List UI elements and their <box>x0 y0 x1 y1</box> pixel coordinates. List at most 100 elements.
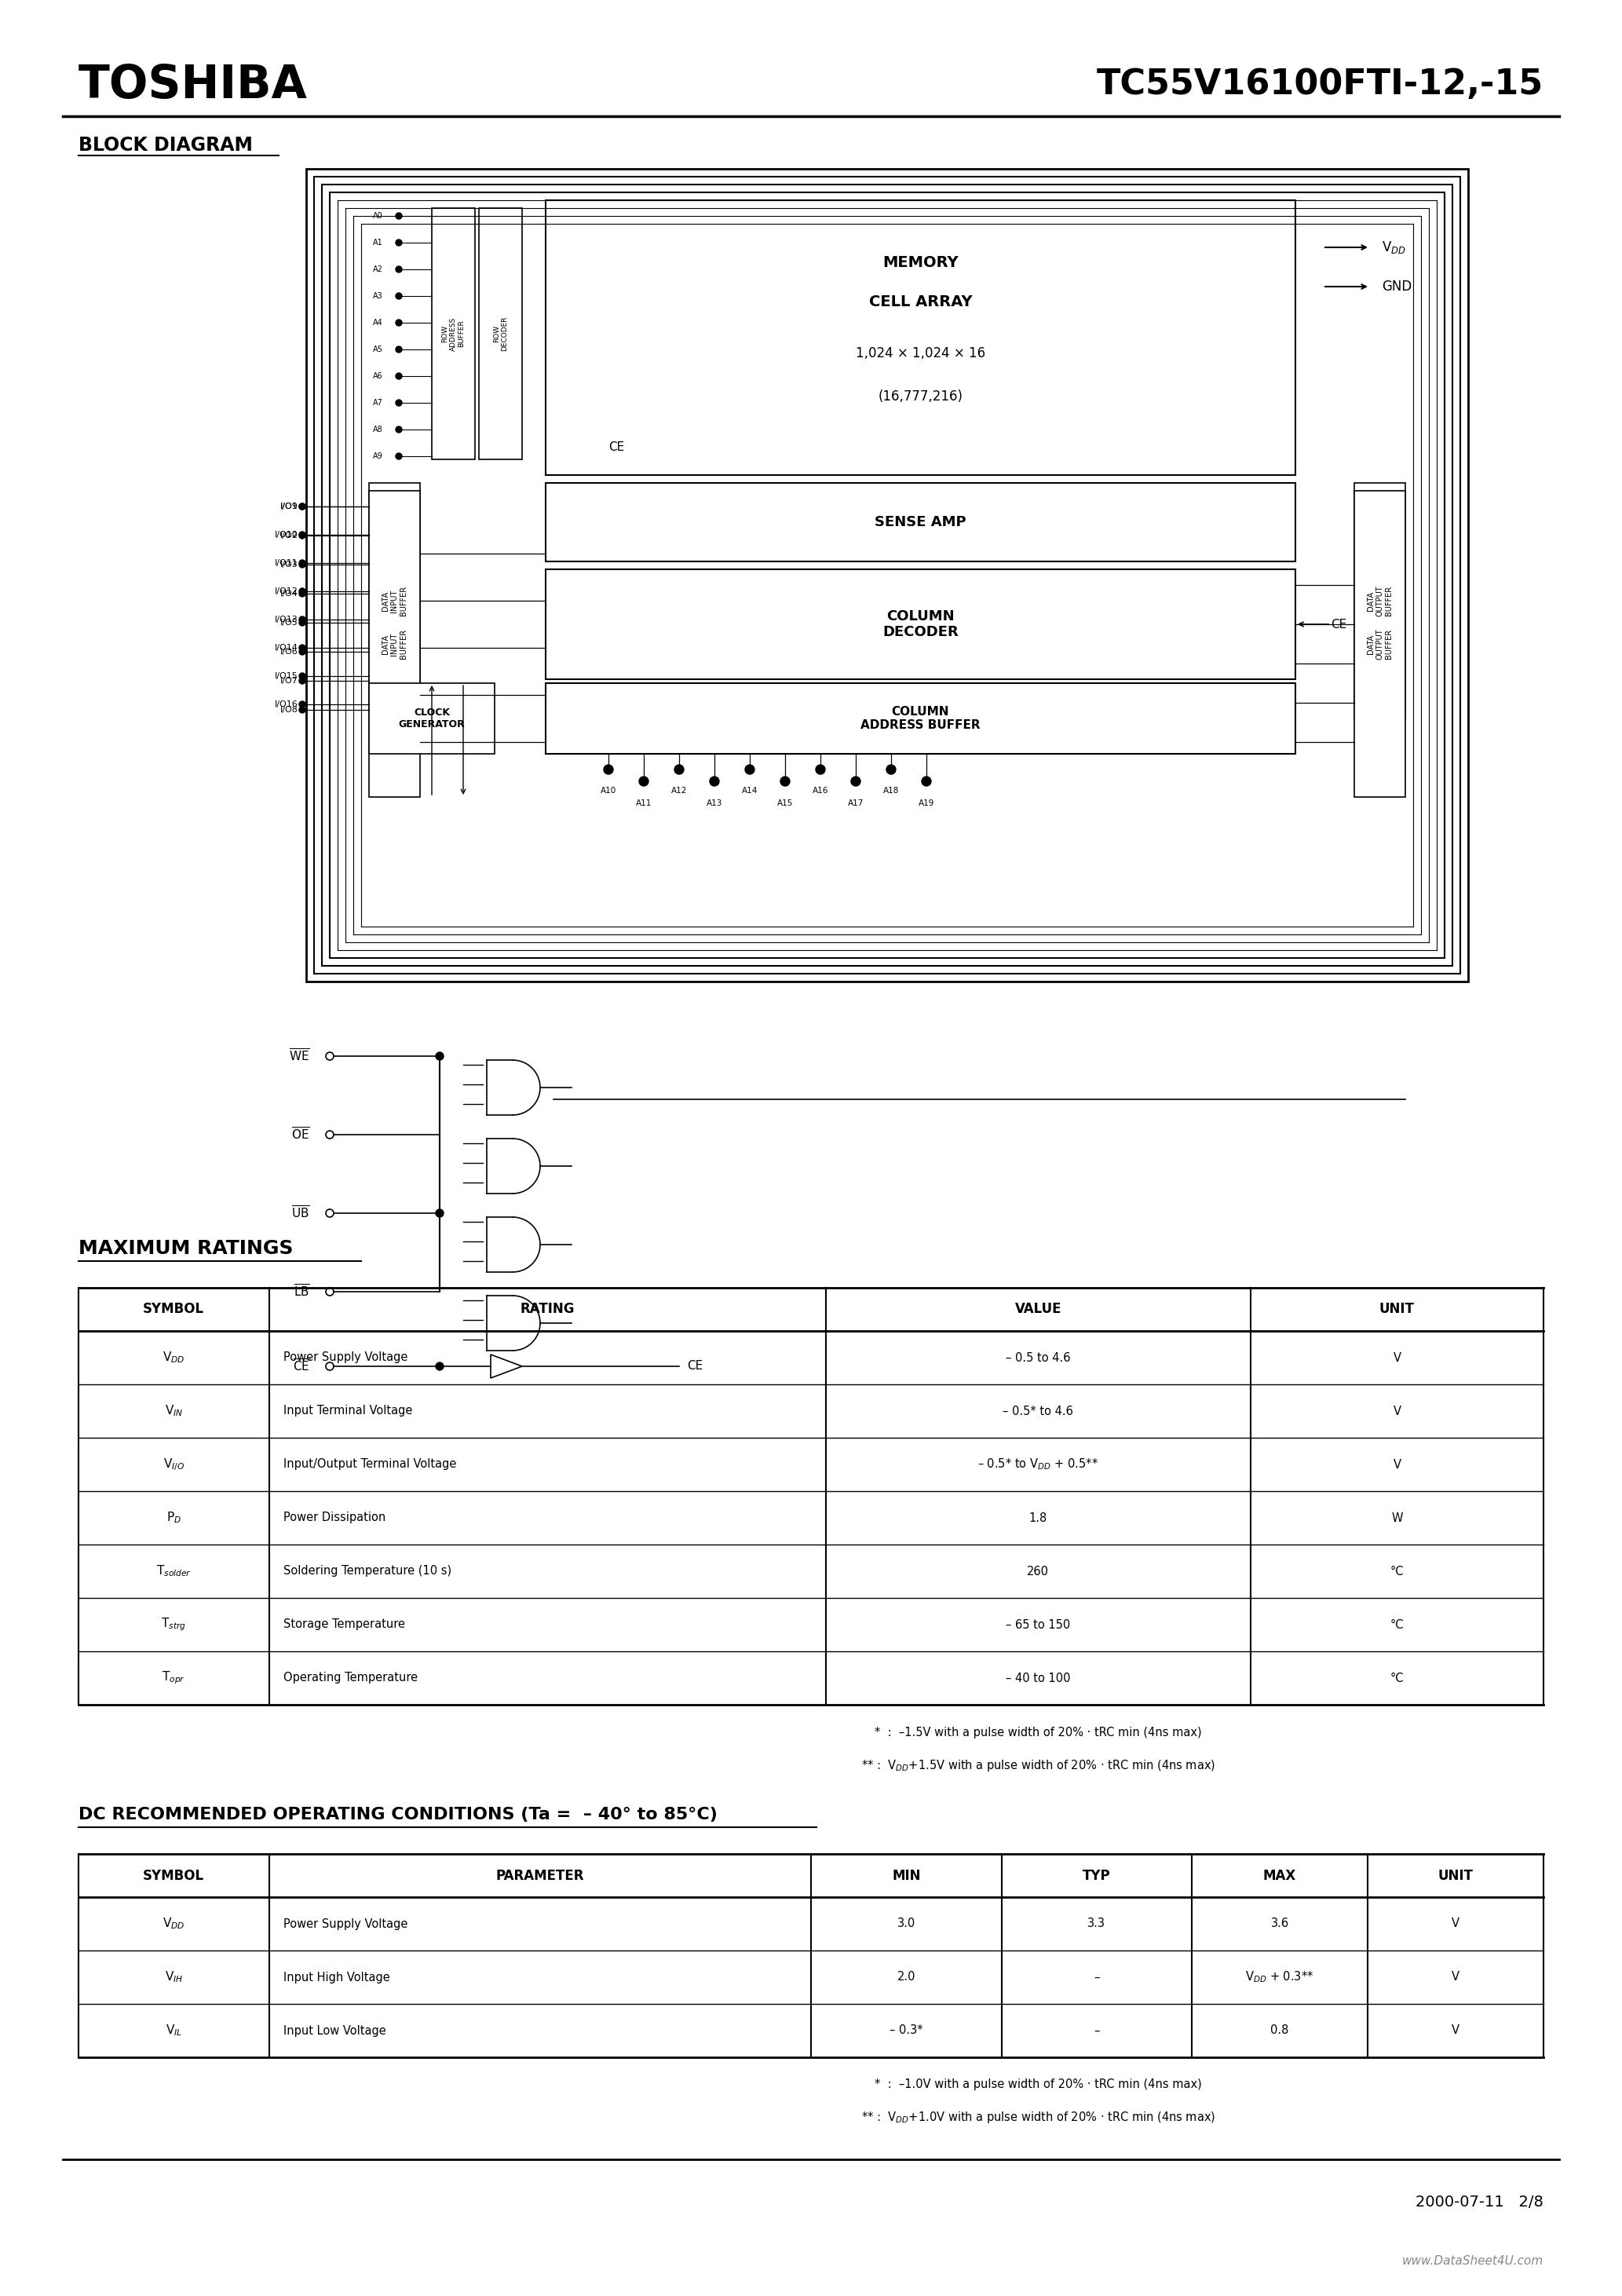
Text: A2: A2 <box>373 266 383 273</box>
Text: A11: A11 <box>636 799 652 808</box>
Circle shape <box>298 533 305 540</box>
Text: TC55V16100FTI-12,-15: TC55V16100FTI-12,-15 <box>1096 69 1544 101</box>
Circle shape <box>396 214 402 218</box>
Text: V: V <box>1393 1458 1401 1469</box>
Text: A7: A7 <box>373 400 383 406</box>
Text: Input High Voltage: Input High Voltage <box>284 1972 389 1984</box>
Text: I/O16: I/O16 <box>276 700 298 707</box>
Circle shape <box>298 590 305 597</box>
Circle shape <box>396 294 402 298</box>
Text: 1,024 × 1,024 × 16: 1,024 × 1,024 × 16 <box>856 347 985 360</box>
Text: SYMBOL: SYMBOL <box>143 1869 204 1883</box>
Text: UNIT: UNIT <box>1439 1869 1473 1883</box>
Circle shape <box>603 765 613 774</box>
Text: DATA
OUTPUT
BUFFER: DATA OUTPUT BUFFER <box>1367 585 1393 615</box>
Text: A12: A12 <box>672 788 688 794</box>
Bar <box>1354 482 1405 719</box>
Circle shape <box>483 1061 491 1068</box>
Circle shape <box>396 239 402 246</box>
Text: V$_{DD}$: V$_{DD}$ <box>1382 239 1406 255</box>
Circle shape <box>298 673 305 680</box>
Text: VALUE: VALUE <box>1015 1302 1061 1316</box>
Text: CE: CE <box>608 441 624 455</box>
Bar <box>545 200 1296 475</box>
Text: I/O4: I/O4 <box>281 590 298 597</box>
Text: MAXIMUM RATINGS: MAXIMUM RATINGS <box>78 1240 294 1258</box>
Text: Input Terminal Voltage: Input Terminal Voltage <box>284 1405 412 1417</box>
Text: T$_{solder}$: T$_{solder}$ <box>156 1564 191 1580</box>
Circle shape <box>396 347 402 354</box>
Text: I/O13: I/O13 <box>276 615 298 625</box>
Text: PARAMETER: PARAMETER <box>496 1869 584 1883</box>
Text: $\overline{\mathrm{UB}}$: $\overline{\mathrm{UB}}$ <box>292 1205 310 1221</box>
Text: I/O8: I/O8 <box>281 705 298 714</box>
Circle shape <box>436 1362 443 1371</box>
Text: A6: A6 <box>373 372 383 381</box>
Circle shape <box>483 1139 491 1148</box>
Circle shape <box>298 533 305 537</box>
Text: I/O10: I/O10 <box>276 530 298 540</box>
Text: TYP: TYP <box>1083 1869 1111 1883</box>
Bar <box>368 491 420 797</box>
Text: $\overline{\mathrm{CE}}$: $\overline{\mathrm{CE}}$ <box>292 1359 310 1375</box>
Text: A14: A14 <box>741 788 757 794</box>
Text: I/O11: I/O11 <box>276 560 298 567</box>
Text: – 0.5* to V$_{DD}$ + 0.5**: – 0.5* to V$_{DD}$ + 0.5** <box>978 1458 1098 1472</box>
Text: A5: A5 <box>373 344 383 354</box>
Text: DATA
INPUT
BUFFER: DATA INPUT BUFFER <box>381 629 407 659</box>
Text: A10: A10 <box>600 788 616 794</box>
Circle shape <box>483 1217 491 1226</box>
Text: A18: A18 <box>882 788 899 794</box>
Text: Power Supply Voltage: Power Supply Voltage <box>284 1352 407 1364</box>
Text: W: W <box>1392 1513 1403 1525</box>
Text: BLOCK DIAGRAM: BLOCK DIAGRAM <box>78 135 253 154</box>
Circle shape <box>298 560 305 567</box>
Text: V: V <box>1452 2025 1460 2037</box>
Circle shape <box>436 1052 443 1061</box>
Text: I/O9: I/O9 <box>281 503 298 510</box>
Circle shape <box>298 588 305 595</box>
Circle shape <box>483 1178 491 1187</box>
Circle shape <box>639 776 649 785</box>
Text: Input/Output Terminal Voltage: Input/Output Terminal Voltage <box>284 1458 456 1469</box>
Circle shape <box>483 1316 491 1325</box>
Text: P$_{D}$: P$_{D}$ <box>167 1511 182 1525</box>
Text: –: – <box>1093 1972 1100 1984</box>
Text: CE: CE <box>1330 618 1346 629</box>
Bar <box>368 684 495 753</box>
Circle shape <box>396 266 402 273</box>
Text: TOSHIBA: TOSHIBA <box>78 62 308 108</box>
Text: *  :  –1.5V with a pulse width of 20% · tRC min (4ns max): * : –1.5V with a pulse width of 20% · tR… <box>874 1727 1202 1738</box>
Text: A16: A16 <box>813 788 829 794</box>
Circle shape <box>298 707 305 714</box>
Text: –: – <box>1093 2025 1100 2037</box>
Circle shape <box>298 700 305 707</box>
Circle shape <box>298 620 305 627</box>
Text: SYMBOL: SYMBOL <box>143 1302 204 1316</box>
Circle shape <box>396 319 402 326</box>
Circle shape <box>298 563 305 567</box>
Circle shape <box>298 645 305 652</box>
Bar <box>431 209 475 459</box>
Text: – 0.5 to 4.6: – 0.5 to 4.6 <box>1006 1352 1071 1364</box>
Text: A0: A0 <box>373 211 383 220</box>
Circle shape <box>675 765 684 774</box>
Text: V: V <box>1393 1405 1401 1417</box>
Text: – 65 to 150: – 65 to 150 <box>1006 1619 1071 1630</box>
Circle shape <box>921 776 931 785</box>
Text: 1.8: 1.8 <box>1028 1513 1048 1525</box>
Bar <box>321 184 1452 967</box>
Text: Operating Temperature: Operating Temperature <box>284 1671 417 1683</box>
Text: I/O14: I/O14 <box>274 643 298 652</box>
Circle shape <box>852 776 860 785</box>
Text: A13: A13 <box>707 799 722 808</box>
Text: Power Supply Voltage: Power Supply Voltage <box>284 1917 407 1929</box>
Text: MAX: MAX <box>1264 1869 1296 1883</box>
Text: V: V <box>1452 1972 1460 1984</box>
Text: °C: °C <box>1390 1619 1405 1630</box>
Text: DATA
OUTPUT
BUFFER: DATA OUTPUT BUFFER <box>1367 629 1393 659</box>
Circle shape <box>483 1336 491 1343</box>
Text: 2000-07-11   2/8: 2000-07-11 2/8 <box>1416 2195 1544 2211</box>
Text: I/O15: I/O15 <box>276 673 298 680</box>
Circle shape <box>710 776 719 785</box>
